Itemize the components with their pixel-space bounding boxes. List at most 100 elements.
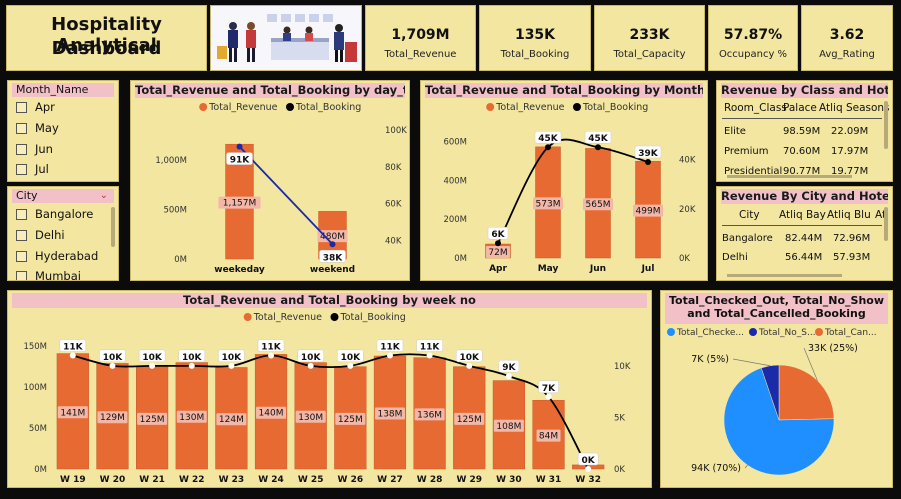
data-label: 499M (636, 207, 661, 217)
col-header: Room_Class (724, 102, 787, 114)
day-type-chart-svg: Total_Revenue Total_Booking 0M 500M 1,000M 40… (155, 102, 407, 275)
city-option-label: Bangalore (35, 207, 94, 221)
x-tick-label: W 30 (496, 475, 522, 485)
y-right-tick-label: 10K (614, 362, 631, 372)
data-label: 129M (100, 413, 125, 423)
legend-revenue-marker (486, 103, 495, 111)
legend-marker (749, 328, 757, 336)
y-right-tick-label: 60K (385, 200, 402, 210)
y-left-tick-label: 500M (163, 205, 187, 215)
chart-title: Total_Revenue and Total_Booking by Month… (425, 83, 703, 98)
data-label-bg (176, 410, 207, 423)
city-option-bangalore[interactable]: Bangalore (16, 207, 93, 221)
data-label-bg (57, 406, 88, 419)
month-option-label: May (35, 121, 59, 135)
table-scrollbar[interactable] (884, 207, 888, 241)
table-cell: Bangalore (722, 233, 773, 244)
legend-marker (667, 328, 675, 336)
booking-label-bg (534, 130, 562, 144)
table-hscrollbar[interactable] (727, 274, 842, 277)
booking-label: 10K (182, 353, 203, 363)
data-label-bg (97, 411, 128, 424)
kpi-total-booking: 135K Total_Booking (479, 5, 591, 71)
booking-label: 10K (460, 353, 481, 363)
data-label-bg (216, 413, 247, 426)
kpi-value: 57.87% (723, 27, 783, 43)
checkbox[interactable] (16, 163, 27, 175)
pie-slice (760, 364, 780, 421)
table-cell: 17.97M (831, 146, 869, 157)
data-label: 130M (298, 413, 323, 423)
month-option-may[interactable]: May (16, 121, 59, 135)
month-option-jul[interactable]: Jul (16, 162, 49, 176)
month-option-label: Jul (35, 162, 49, 176)
kpi-total-capacity: 233K Total_Capacity (594, 5, 705, 71)
divider (722, 225, 882, 226)
city-option-hyderabad[interactable]: Hyderabad (16, 249, 98, 263)
table-title: Revenue By City and Hotel (721, 189, 888, 204)
booking-point (466, 362, 473, 369)
month-slicer: Month_Name Apr May Jun Jul (7, 80, 119, 182)
chevron-down-icon[interactable]: ⌄ (99, 190, 108, 201)
city-slicer-scrollbar[interactable] (111, 207, 115, 247)
booking-point (236, 143, 243, 150)
checkbox[interactable] (16, 143, 27, 155)
month-slicer-title: Month_Name (12, 83, 114, 97)
legend-label: Total_Revenue (253, 312, 322, 323)
data-label: 573M (536, 199, 561, 209)
booking-label: 10K (103, 353, 124, 363)
data-label: 125M (140, 415, 165, 425)
booking-label: 11K (420, 343, 441, 353)
booking-label: 10K (142, 353, 163, 363)
table-hscrollbar[interactable] (727, 175, 852, 178)
data-label-bg (633, 204, 663, 217)
booking-point (149, 362, 156, 369)
data-label: 480M (320, 232, 345, 242)
x-tick-label: weekeday (214, 265, 265, 275)
booking-label-bg (456, 349, 483, 363)
booking-label-bg (498, 359, 520, 373)
checkbox[interactable] (16, 101, 27, 113)
month-option-jun[interactable]: Jun (16, 142, 53, 156)
x-tick-label: Jun (589, 264, 606, 274)
booking-point (109, 362, 116, 369)
booking-label-bg (297, 349, 324, 363)
legend-booking-marker (573, 103, 581, 111)
data-label-bg (493, 419, 524, 432)
city-slicer-header[interactable]: City ⌄ (12, 189, 114, 203)
city-option-label: Mumbai (35, 269, 81, 281)
checkbox[interactable] (16, 270, 27, 280)
table-cell: Delhi (722, 252, 748, 263)
chart-checkout-pie: Total_Checked_Out, Total_No_Show and Tot… (660, 290, 893, 488)
booking-point (426, 352, 433, 359)
y-left-tick-label: 400M (443, 176, 467, 186)
checkbox[interactable] (16, 208, 27, 220)
x-tick-label: W 23 (219, 475, 245, 485)
table-cell: 90.77M (783, 166, 821, 174)
x-tick-label: W 29 (456, 475, 482, 485)
city-option-mumbai[interactable]: Mumbai (16, 269, 81, 281)
booking-point (645, 159, 651, 165)
booking-point (347, 362, 354, 369)
month-option-apr[interactable]: Apr (16, 100, 55, 114)
table-cell: 82.44M (785, 233, 823, 244)
kpi-value: 3.62 (829, 27, 865, 43)
booking-label-bg (178, 349, 205, 363)
col-header: Atliq Seasons (819, 102, 890, 114)
checkbox[interactable] (16, 122, 27, 134)
booking-label: 38K (323, 253, 344, 263)
booking-label-bg (59, 339, 87, 352)
checkbox[interactable] (16, 250, 27, 262)
table-scrollbar[interactable] (884, 101, 888, 149)
dashboard-title-line2: Dashboard (51, 38, 162, 59)
data-label-bg (137, 412, 168, 425)
table-cell: 98.59M (783, 126, 821, 137)
checkbox[interactable] (16, 229, 27, 241)
pie-slice (778, 364, 835, 421)
booking-label-bg (416, 339, 443, 352)
booking-point (585, 466, 592, 472)
city-option-delhi[interactable]: Delhi (16, 228, 65, 242)
booking-point (505, 373, 512, 380)
x-tick-label: W 32 (575, 475, 601, 485)
kpi-label: Total_Revenue (384, 49, 457, 60)
